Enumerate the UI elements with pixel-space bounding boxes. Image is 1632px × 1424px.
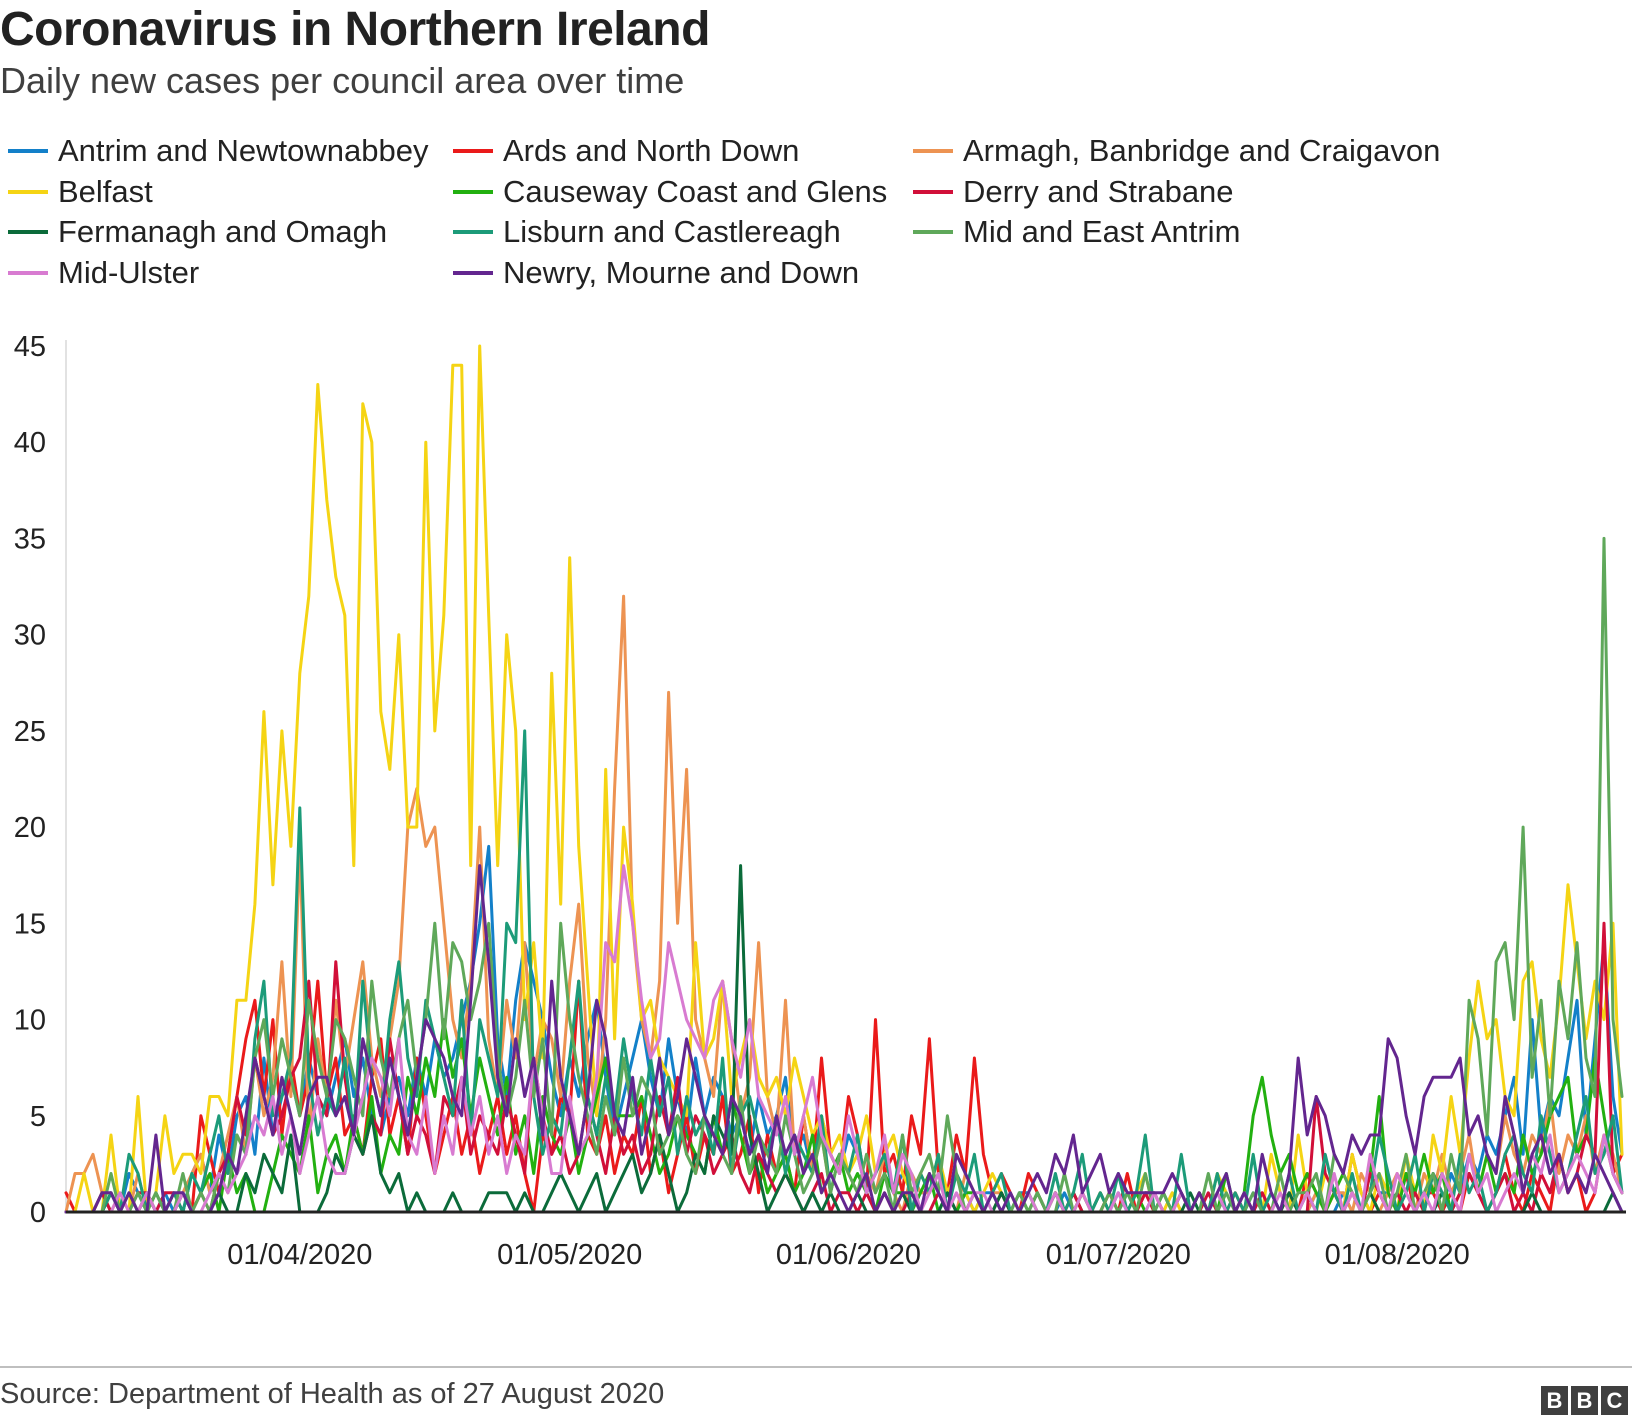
- line-chart: 0 5 10 15 20 25 30 35 40 45 01/04/2020 01/05/2020 01…: [14, 331, 1626, 1271]
- footer-divider: [0, 1366, 1632, 1368]
- logo-letter: B: [1571, 1386, 1598, 1415]
- legend-item: Lisburn and Castlereagh: [453, 211, 841, 253]
- legend-item: Antrim and Newtownabbey: [8, 130, 428, 172]
- bbc-logo: B B C: [1541, 1386, 1628, 1415]
- legend-swatch: [8, 189, 48, 194]
- legend-swatch: [453, 189, 493, 194]
- legend-label: Mid and East Antrim: [963, 214, 1241, 249]
- x-tick-label: 01/06/2020: [776, 1239, 921, 1271]
- x-tick-label: 01/07/2020: [1046, 1239, 1191, 1271]
- x-tick-label: 01/04/2020: [227, 1239, 372, 1271]
- series-line: [64, 864, 1624, 1214]
- source-note: Source: Department of Health as of 27 Au…: [0, 1378, 665, 1410]
- series-line: [64, 344, 1624, 1214]
- y-tick-label: 40: [14, 427, 46, 459]
- x-tick-label: 01/05/2020: [497, 1239, 642, 1271]
- legend-label: Mid-Ulster: [58, 254, 200, 290]
- legend-swatch: [453, 149, 493, 153]
- series-line: [64, 864, 1624, 1214]
- legend-swatch: [913, 189, 953, 194]
- chart-legend: Antrim and Newtownabbey Ards and North Do…: [0, 130, 1632, 300]
- legend-item: Causeway Coast and Glens: [453, 171, 887, 213]
- legend-swatch: [8, 270, 48, 275]
- legend-label: Causeway Coast and Glens: [503, 173, 888, 209]
- legend-item: Mid-Ulster: [8, 252, 199, 294]
- legend-swatch: [913, 230, 953, 234]
- legend-item: Derry and Strabane: [913, 171, 1234, 213]
- chart-title: Coronavirus in Northern Ireland: [0, 3, 710, 56]
- legend-item: Armagh, Banbridge and Craigavon: [913, 130, 1440, 172]
- legend-label: Derry and Strabane: [963, 173, 1234, 209]
- y-tick-label: 0: [30, 1197, 46, 1229]
- legend-swatch: [8, 230, 48, 234]
- legend-item: Belfast: [8, 171, 153, 213]
- legend-label: Ards and North Down: [503, 133, 800, 168]
- logo-letter: B: [1541, 1386, 1568, 1415]
- y-tick-label: 25: [14, 716, 46, 748]
- legend-item: Mid and East Antrim: [913, 211, 1240, 253]
- legend-swatch: [453, 230, 493, 234]
- y-tick-label: 15: [14, 908, 46, 940]
- y-tick-label: 45: [14, 331, 46, 363]
- legend-label: Lisburn and Castlereagh: [503, 214, 841, 249]
- legend-item: Fermanagh and Omagh: [8, 211, 387, 253]
- legend-label: Belfast: [58, 173, 153, 209]
- legend-swatch: [8, 149, 48, 153]
- y-tick-label: 20: [14, 812, 46, 844]
- legend-item: Ards and North Down: [453, 130, 799, 172]
- y-tick-label: 10: [14, 1005, 46, 1037]
- y-tick-label: 5: [30, 1101, 46, 1133]
- legend-label: Armagh, Banbridge and Craigavon: [963, 133, 1441, 168]
- legend-swatch: [913, 149, 953, 153]
- chart-subtitle: Daily new cases per council area over ti…: [0, 60, 685, 101]
- legend-item: Newry, Mourne and Down: [453, 252, 859, 294]
- y-tick-label: 30: [14, 620, 46, 652]
- legend-label: Fermanagh and Omagh: [58, 214, 388, 249]
- x-tick-label: 01/08/2020: [1325, 1239, 1470, 1271]
- y-tick-label: 35: [14, 523, 46, 555]
- legend-label: Newry, Mourne and Down: [503, 254, 860, 290]
- legend-label: Antrim and Newtownabbey: [58, 133, 429, 168]
- legend-swatch: [453, 270, 493, 275]
- logo-letter: C: [1601, 1386, 1628, 1415]
